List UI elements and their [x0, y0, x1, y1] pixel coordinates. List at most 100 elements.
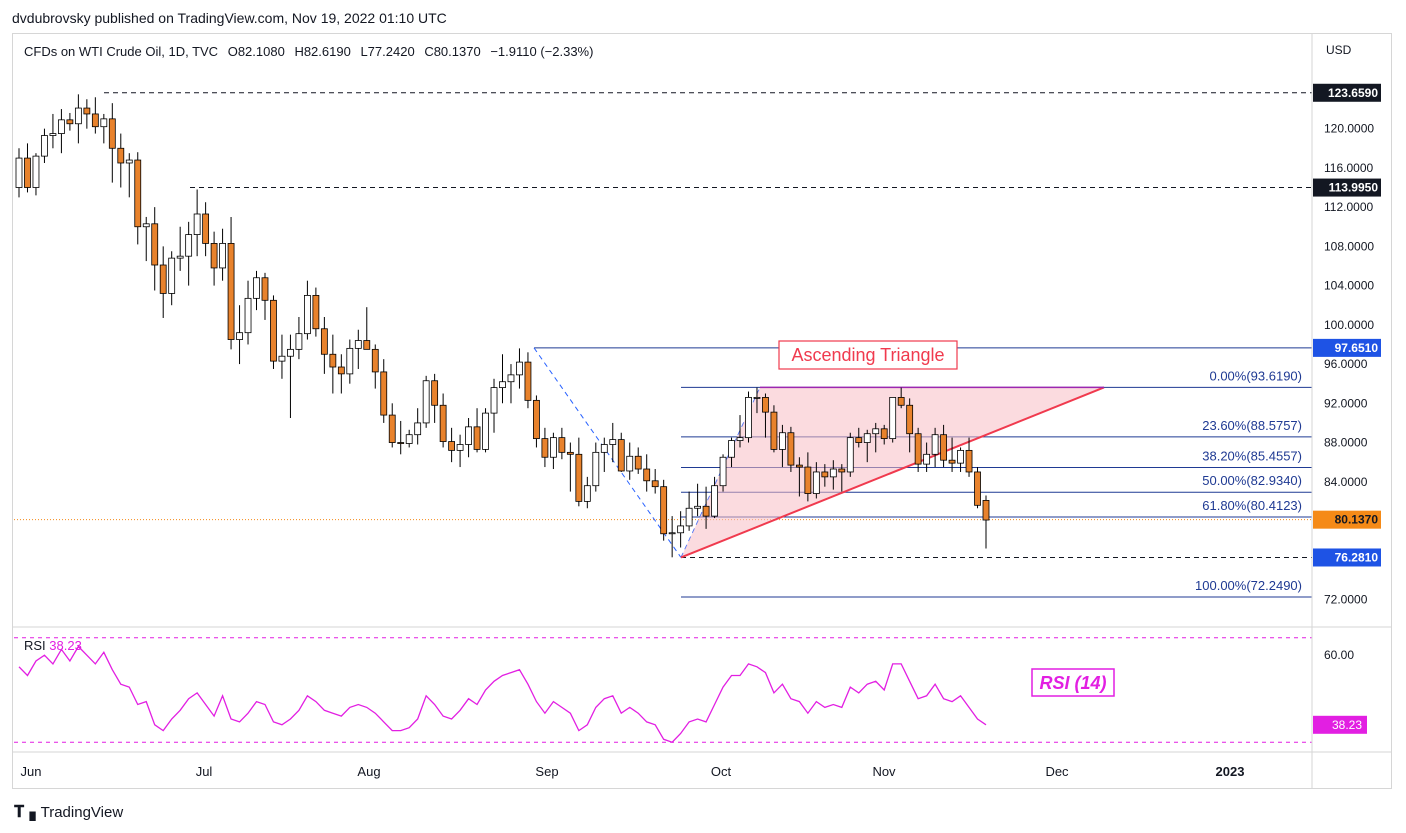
- time-axis: Jun Jul Aug Sep Oct Nov Dec 2023: [21, 764, 1245, 779]
- price-tick-label: 112.0000: [1324, 200, 1373, 214]
- candle-body: [313, 295, 319, 328]
- candle-body: [338, 367, 344, 374]
- candle-body: [593, 452, 599, 485]
- candle-body: [58, 120, 64, 134]
- candle-body: [109, 119, 115, 148]
- time-tick-label: Dec: [1045, 764, 1069, 779]
- candle-body: [16, 158, 22, 187]
- candle-body: [898, 397, 904, 405]
- time-tick-label: Aug: [357, 764, 380, 779]
- candle-body: [474, 427, 480, 450]
- candle-body: [432, 381, 438, 406]
- candle-body: [372, 349, 378, 372]
- candle-body: [398, 443, 404, 444]
- rsi-name: RSI: [24, 638, 46, 653]
- candle-body: [805, 467, 811, 493]
- candle-body: [550, 438, 556, 458]
- rsi-line: [19, 647, 986, 743]
- price-tick-label: 108.0000: [1324, 239, 1374, 253]
- candle-body: [75, 108, 81, 124]
- candle-body: [644, 469, 650, 481]
- level-badge-text: 76.2810: [1335, 550, 1379, 564]
- candle-body: [177, 256, 183, 258]
- candle-body: [381, 372, 387, 415]
- candle-body: [406, 435, 412, 444]
- fibonacci-label: 0.00%(93.6190): [1209, 368, 1302, 383]
- footer-brand[interactable]: 𝐓▗ TradingView: [14, 802, 123, 822]
- candle-body: [101, 119, 107, 127]
- fibonacci-label: 100.00%(72.2490): [1195, 578, 1302, 593]
- candle-body: [118, 148, 124, 163]
- candle-body: [745, 397, 751, 437]
- candle-body: [762, 397, 768, 412]
- candle-body: [245, 298, 251, 332]
- candle-body: [67, 120, 73, 124]
- price-tick-label: 100.0000: [1324, 318, 1374, 332]
- candle-body: [41, 136, 47, 157]
- candle-body: [491, 388, 497, 414]
- fibonacci-label: 23.60%(88.5757): [1202, 418, 1302, 433]
- candle-body: [771, 412, 777, 449]
- price-tick-label: 88.0000: [1324, 436, 1368, 450]
- price-tick-label: 72.0000: [1324, 592, 1368, 606]
- candle-body: [847, 438, 853, 472]
- candle-body: [720, 457, 726, 485]
- candle-body: [516, 362, 522, 375]
- low-value: L77.2420: [360, 44, 414, 59]
- price-tick-label: 116.0000: [1324, 161, 1373, 175]
- candle-body: [567, 452, 573, 454]
- annotation-text: Ascending Triangle: [791, 345, 944, 365]
- candle-body: [618, 440, 624, 471]
- candle-body: [924, 454, 930, 464]
- candle-body: [415, 423, 421, 435]
- time-tick-label: Oct: [711, 764, 732, 779]
- candle-body: [822, 472, 828, 477]
- candle-body: [559, 438, 565, 453]
- candle-body: [440, 405, 446, 441]
- rsi-value: 38.23: [49, 638, 82, 653]
- candle-body: [533, 400, 539, 438]
- price-tick-label: 120.0000: [1324, 122, 1374, 136]
- candle-body: [601, 445, 607, 453]
- candle-body: [737, 438, 743, 441]
- candle-body: [652, 481, 658, 487]
- level-badge-text: 123.6590: [1328, 86, 1378, 100]
- candle-body: [287, 349, 293, 356]
- tradingview-logo-icon: 𝐓▗: [14, 802, 35, 822]
- candle-body: [304, 295, 310, 333]
- candle-body: [270, 300, 276, 361]
- level-badge-text: 97.6510: [1335, 341, 1379, 355]
- candle-body: [864, 434, 870, 443]
- candle-body: [364, 341, 370, 350]
- candle-body: [779, 433, 785, 450]
- candle-body: [958, 450, 964, 463]
- candle-body: [355, 341, 361, 349]
- candle-body: [186, 235, 192, 257]
- axis-currency-label: USD: [1326, 43, 1352, 57]
- candle-body: [542, 439, 548, 458]
- candle-body: [873, 429, 879, 434]
- price-tick-label: 104.0000: [1324, 279, 1374, 293]
- brand-name: TradingView: [41, 804, 124, 821]
- time-tick-label: Nov: [872, 764, 896, 779]
- rsi-pane: 60.00 38.23 RSI (14): [14, 638, 1367, 742]
- candle-body: [949, 460, 955, 463]
- candle-body: [669, 533, 675, 534]
- candle-body: [126, 160, 132, 163]
- candle-body: [788, 433, 794, 465]
- candle-body: [143, 224, 149, 227]
- candle-body: [228, 243, 234, 339]
- candle-body: [508, 375, 514, 382]
- price-chart[interactable]: USD 120.0000 116.0000 112.0000 108.0000 104.0…: [0, 0, 1406, 833]
- candle-body: [881, 429, 887, 439]
- candle-body: [627, 456, 633, 471]
- fibonacci-labels: 0.00%(93.6190)23.60%(88.5757)38.20%(85.4…: [1195, 368, 1302, 593]
- candle-body: [466, 427, 472, 445]
- candle-body: [686, 508, 692, 526]
- ascending-triangle: Ascending Triangle: [681, 341, 1104, 557]
- candle-body: [975, 472, 981, 505]
- candle-body: [50, 134, 56, 136]
- candle-body: [457, 445, 463, 451]
- candle-body: [729, 441, 735, 458]
- candle-body: [576, 454, 582, 501]
